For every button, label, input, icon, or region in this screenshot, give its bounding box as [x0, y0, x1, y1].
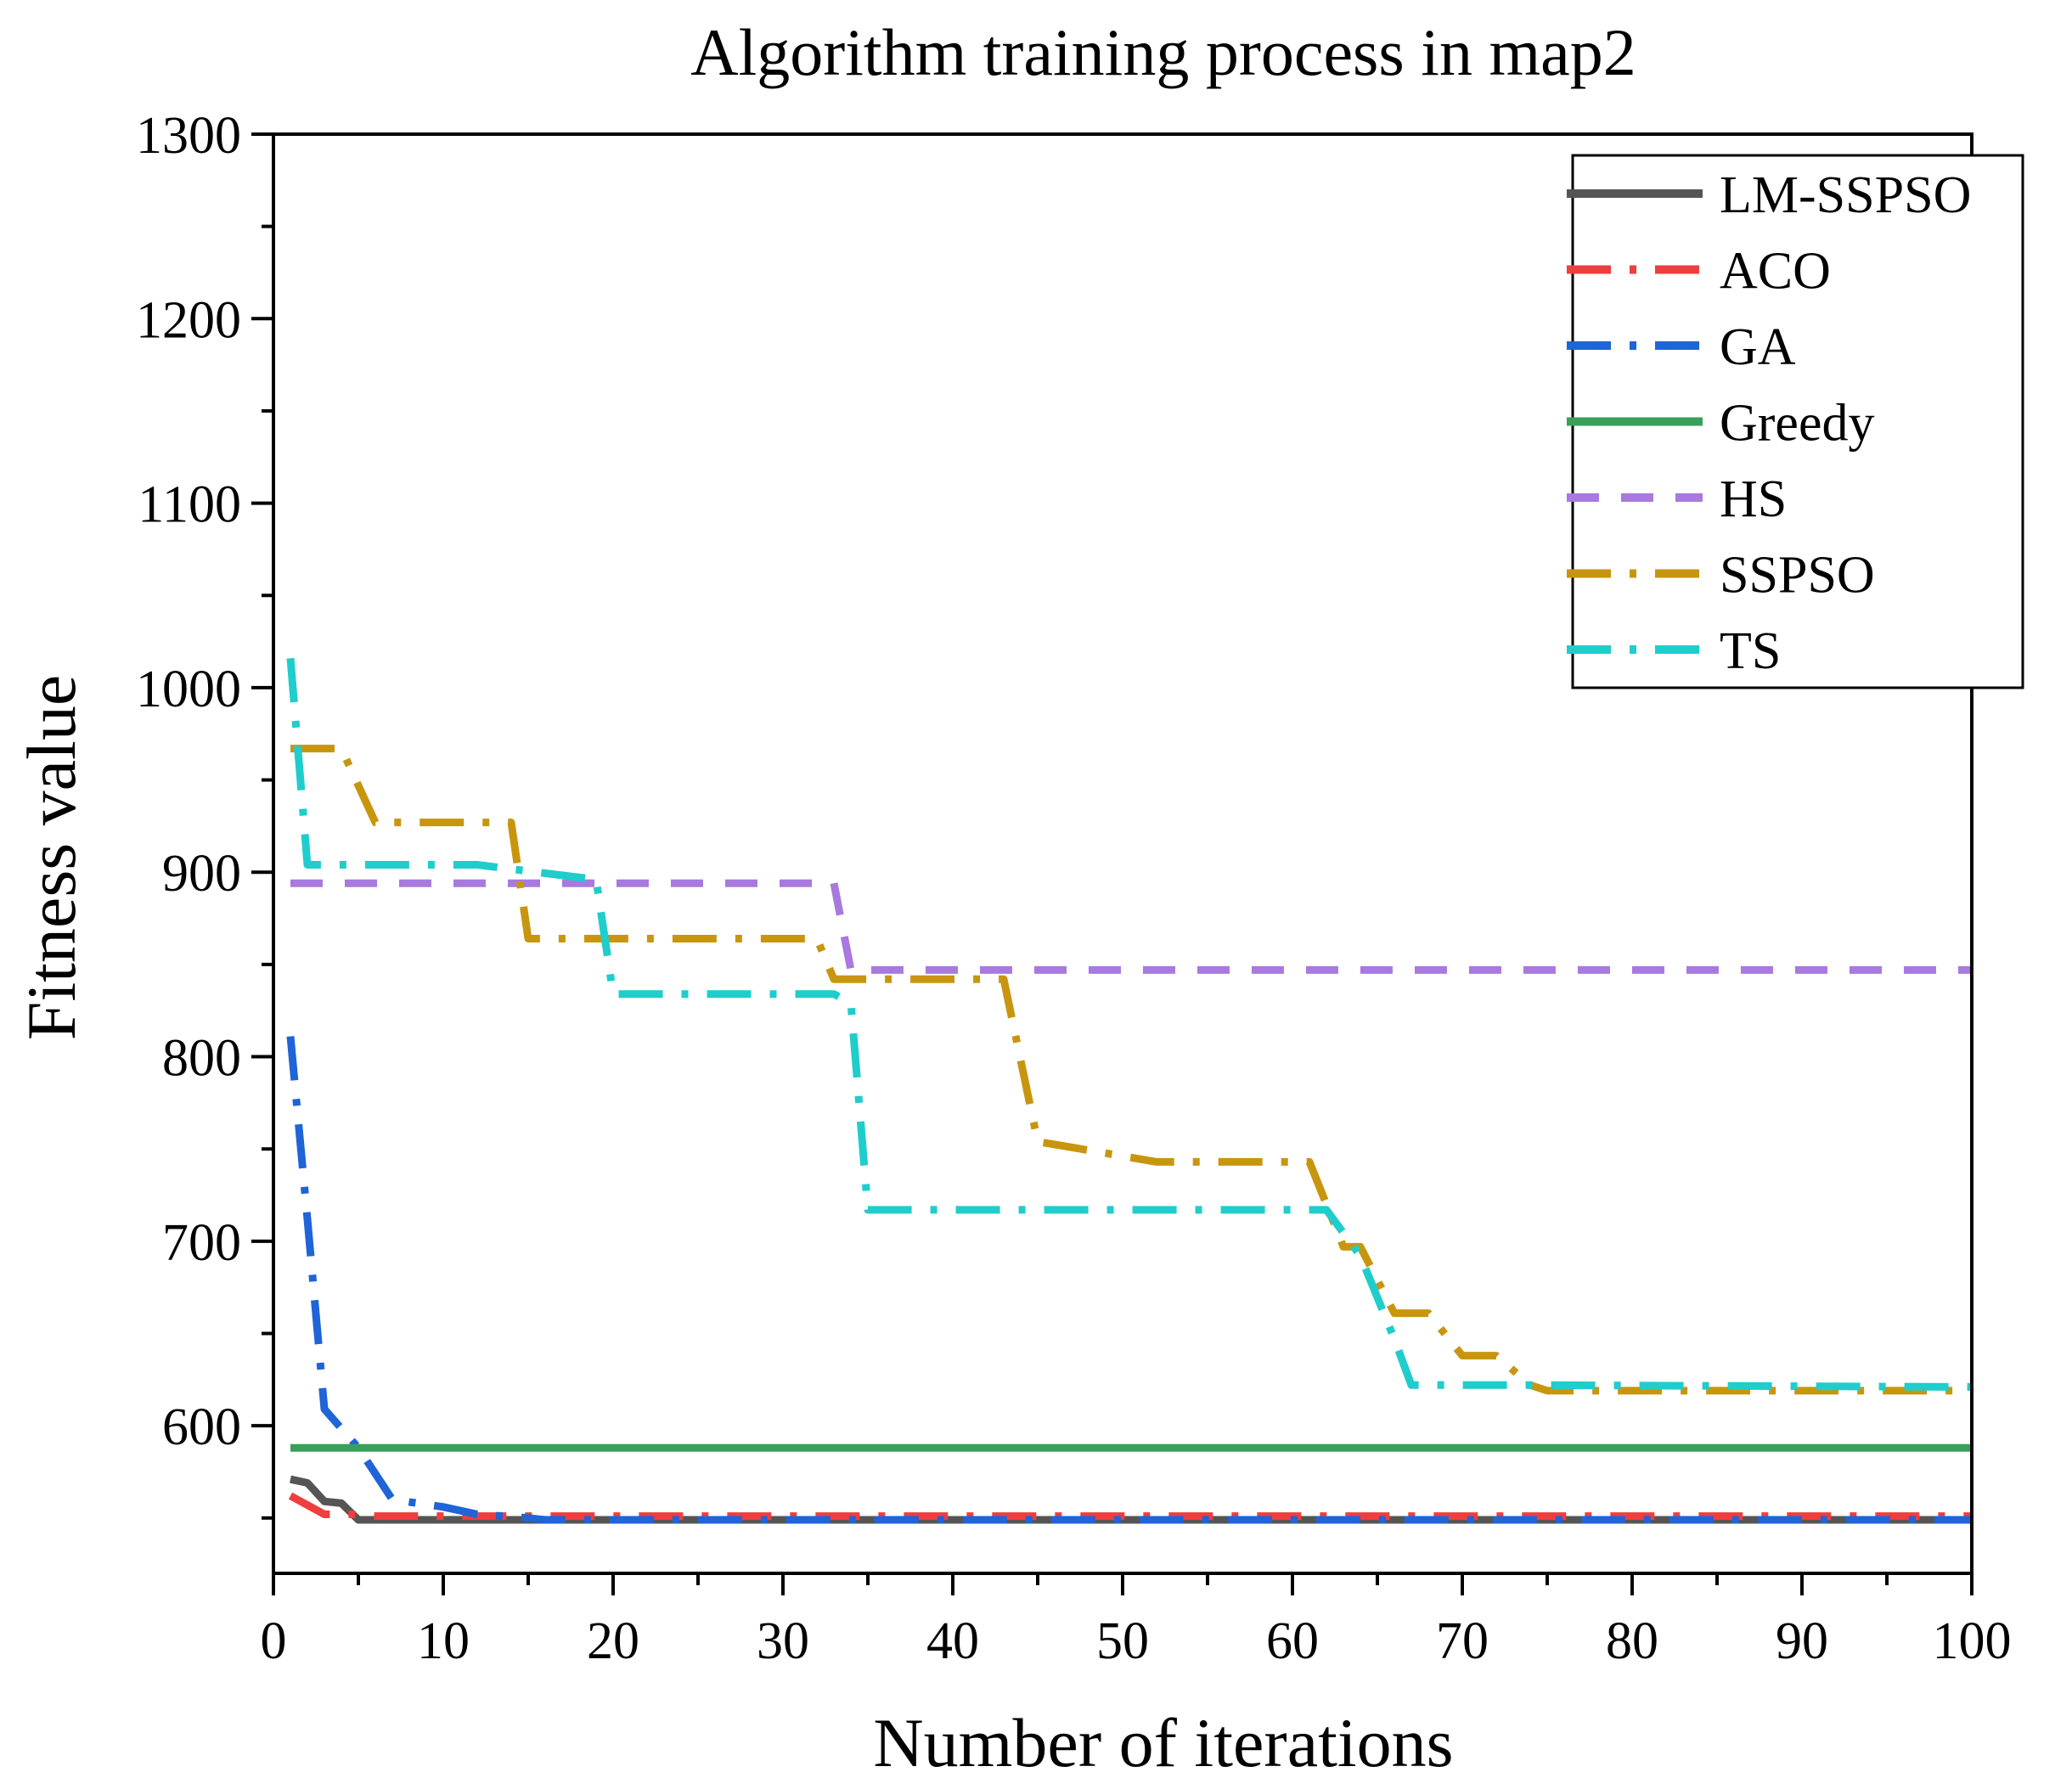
y-tick-label: 1300 [136, 107, 241, 165]
y-tick-label: 600 [162, 1398, 241, 1456]
legend-label-ga: GA [1720, 318, 1796, 376]
y-tick-label: 1100 [138, 476, 241, 534]
chart-title: Algorithm training process in map2 [690, 15, 1636, 89]
x-tick-label: 100 [1933, 1612, 2012, 1670]
legend-label-sspso: SSPSO [1720, 547, 1875, 605]
series-line-hs [290, 879, 1972, 974]
x-axis-label: Number of iterations [873, 1704, 1453, 1781]
legend-label-greedy: Greedy [1720, 395, 1874, 453]
legend-label-lm-sspso: LM-SSPSO [1720, 166, 1971, 224]
y-tick-label: 900 [162, 845, 241, 903]
x-tick-label: 10 [417, 1612, 470, 1670]
x-tick-label: 40 [926, 1612, 979, 1670]
legend: LM-SSPSO ACO GA Greedy HS SSPSO TS [1567, 154, 2024, 689]
series-line-ga [286, 1036, 1972, 1524]
x-tick-label: 50 [1096, 1612, 1149, 1670]
y-tick-label: 1000 [136, 661, 241, 718]
y-tick-label: 1200 [136, 291, 241, 349]
legend-box [1571, 154, 2024, 689]
series-layer [286, 657, 1973, 1524]
y-tick-label: 800 [162, 1030, 241, 1088]
legend-entries: LM-SSPSO ACO GA Greedy HS SSPSO TS [1567, 166, 1971, 680]
y-axis-label: Fitness value [13, 675, 90, 1040]
x-tick-label: 90 [1776, 1612, 1828, 1670]
x-tick-label: 70 [1436, 1612, 1489, 1670]
x-axis-ticks: 0 10 20 30 40 50 60 70 80 90 100 [261, 1573, 2012, 1670]
y-tick-label: 700 [162, 1214, 241, 1272]
legend-label-aco: ACO [1720, 243, 1831, 301]
legend-label-hs: HS [1720, 470, 1787, 528]
series-line-sspso [290, 745, 1972, 1395]
x-tick-label: 0 [261, 1612, 287, 1670]
x-tick-label: 60 [1266, 1612, 1319, 1670]
series-line-ts [286, 657, 1973, 1391]
series-line-aco [288, 1492, 1972, 1521]
legend-label-ts: TS [1720, 622, 1781, 680]
y-axis-ticks: 600 700 800 900 1000 1100 1200 1300 [136, 107, 273, 1520]
x-tick-label: 30 [757, 1612, 809, 1670]
x-tick-label: 80 [1606, 1612, 1658, 1670]
x-tick-label: 20 [587, 1612, 639, 1670]
